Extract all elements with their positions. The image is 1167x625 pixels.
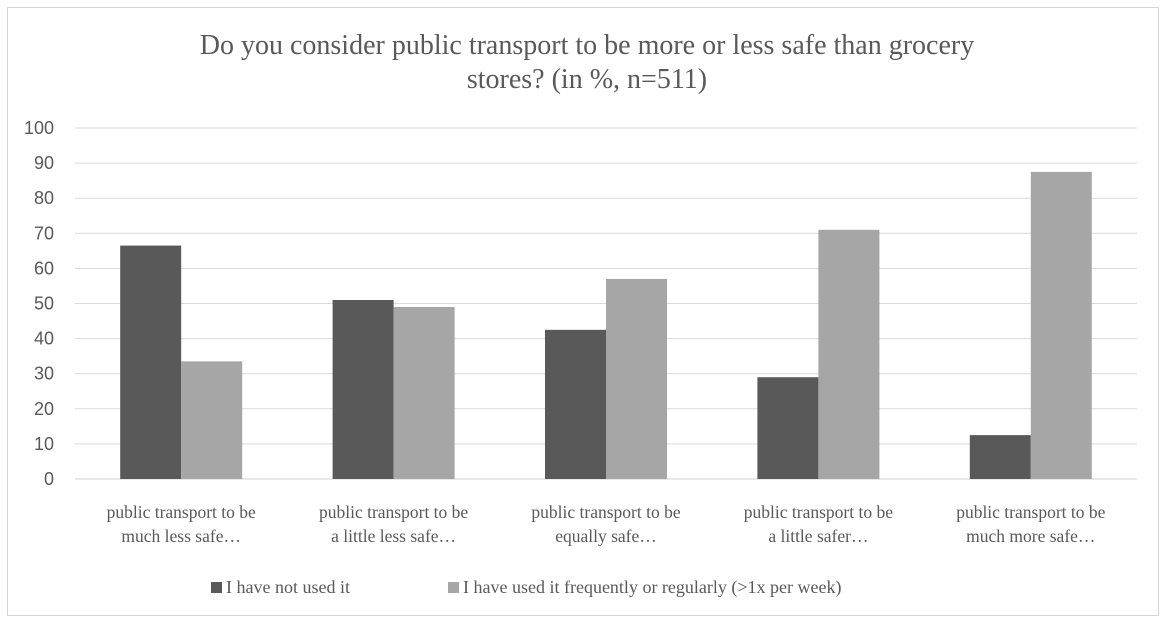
bar	[818, 229, 880, 479]
chart-title: Do you consider public transport to be m…	[200, 30, 974, 95]
x-tick-label: public transport to be	[956, 502, 1105, 522]
y-axis: 0 10 20 30 40 50 60 70 80 90 100	[24, 118, 54, 489]
legend-label: I have not used it	[226, 577, 350, 597]
y-tick-label: 80	[34, 188, 54, 208]
chart-frame	[7, 7, 1159, 616]
bar	[1030, 171, 1092, 479]
bars	[120, 171, 1092, 479]
x-tick-label: public transport to be	[744, 502, 893, 522]
chart-title-line-1: Do you consider public transport to be m…	[200, 30, 974, 61]
bar	[181, 361, 243, 479]
gridlines	[75, 127, 1137, 480]
x-tick-label: much less safe…	[121, 526, 241, 546]
bar	[120, 245, 182, 479]
bar	[757, 377, 819, 479]
y-tick-label: 50	[34, 294, 54, 314]
x-tick-label: a little less safe…	[331, 526, 456, 546]
y-tick-label: 90	[34, 153, 54, 173]
legend-label: I have used it frequently or regularly (…	[463, 577, 842, 598]
y-tick-label: 10	[34, 434, 54, 454]
y-tick-label: 20	[34, 399, 54, 419]
x-tick-label: public transport to be	[107, 502, 256, 522]
bar	[332, 299, 394, 479]
bar	[606, 278, 667, 479]
chart-title-line-2: stores? (in %, n=511)	[467, 64, 707, 95]
x-tick-label: much more safe…	[966, 526, 1095, 546]
legend: I have not used it I have used it frequen…	[211, 577, 842, 598]
x-tick-label: a little safer…	[768, 526, 868, 546]
legend-swatch	[211, 582, 222, 593]
x-tick-label: public transport to be	[319, 502, 468, 522]
y-tick-label: 100	[24, 118, 54, 138]
bar	[393, 307, 455, 479]
x-axis: public transport to be much less safe… pub…	[107, 502, 1106, 546]
y-tick-label: 70	[34, 223, 54, 243]
x-tick-label: equally safe…	[555, 526, 657, 546]
x-tick-label: public transport to be	[531, 502, 680, 522]
y-tick-label: 30	[34, 364, 54, 384]
bar	[969, 435, 1031, 479]
y-tick-label: 60	[34, 258, 54, 278]
legend-swatch	[448, 582, 459, 593]
bar	[545, 329, 606, 479]
y-tick-label: 40	[34, 329, 54, 349]
y-tick-label: 0	[44, 469, 54, 489]
